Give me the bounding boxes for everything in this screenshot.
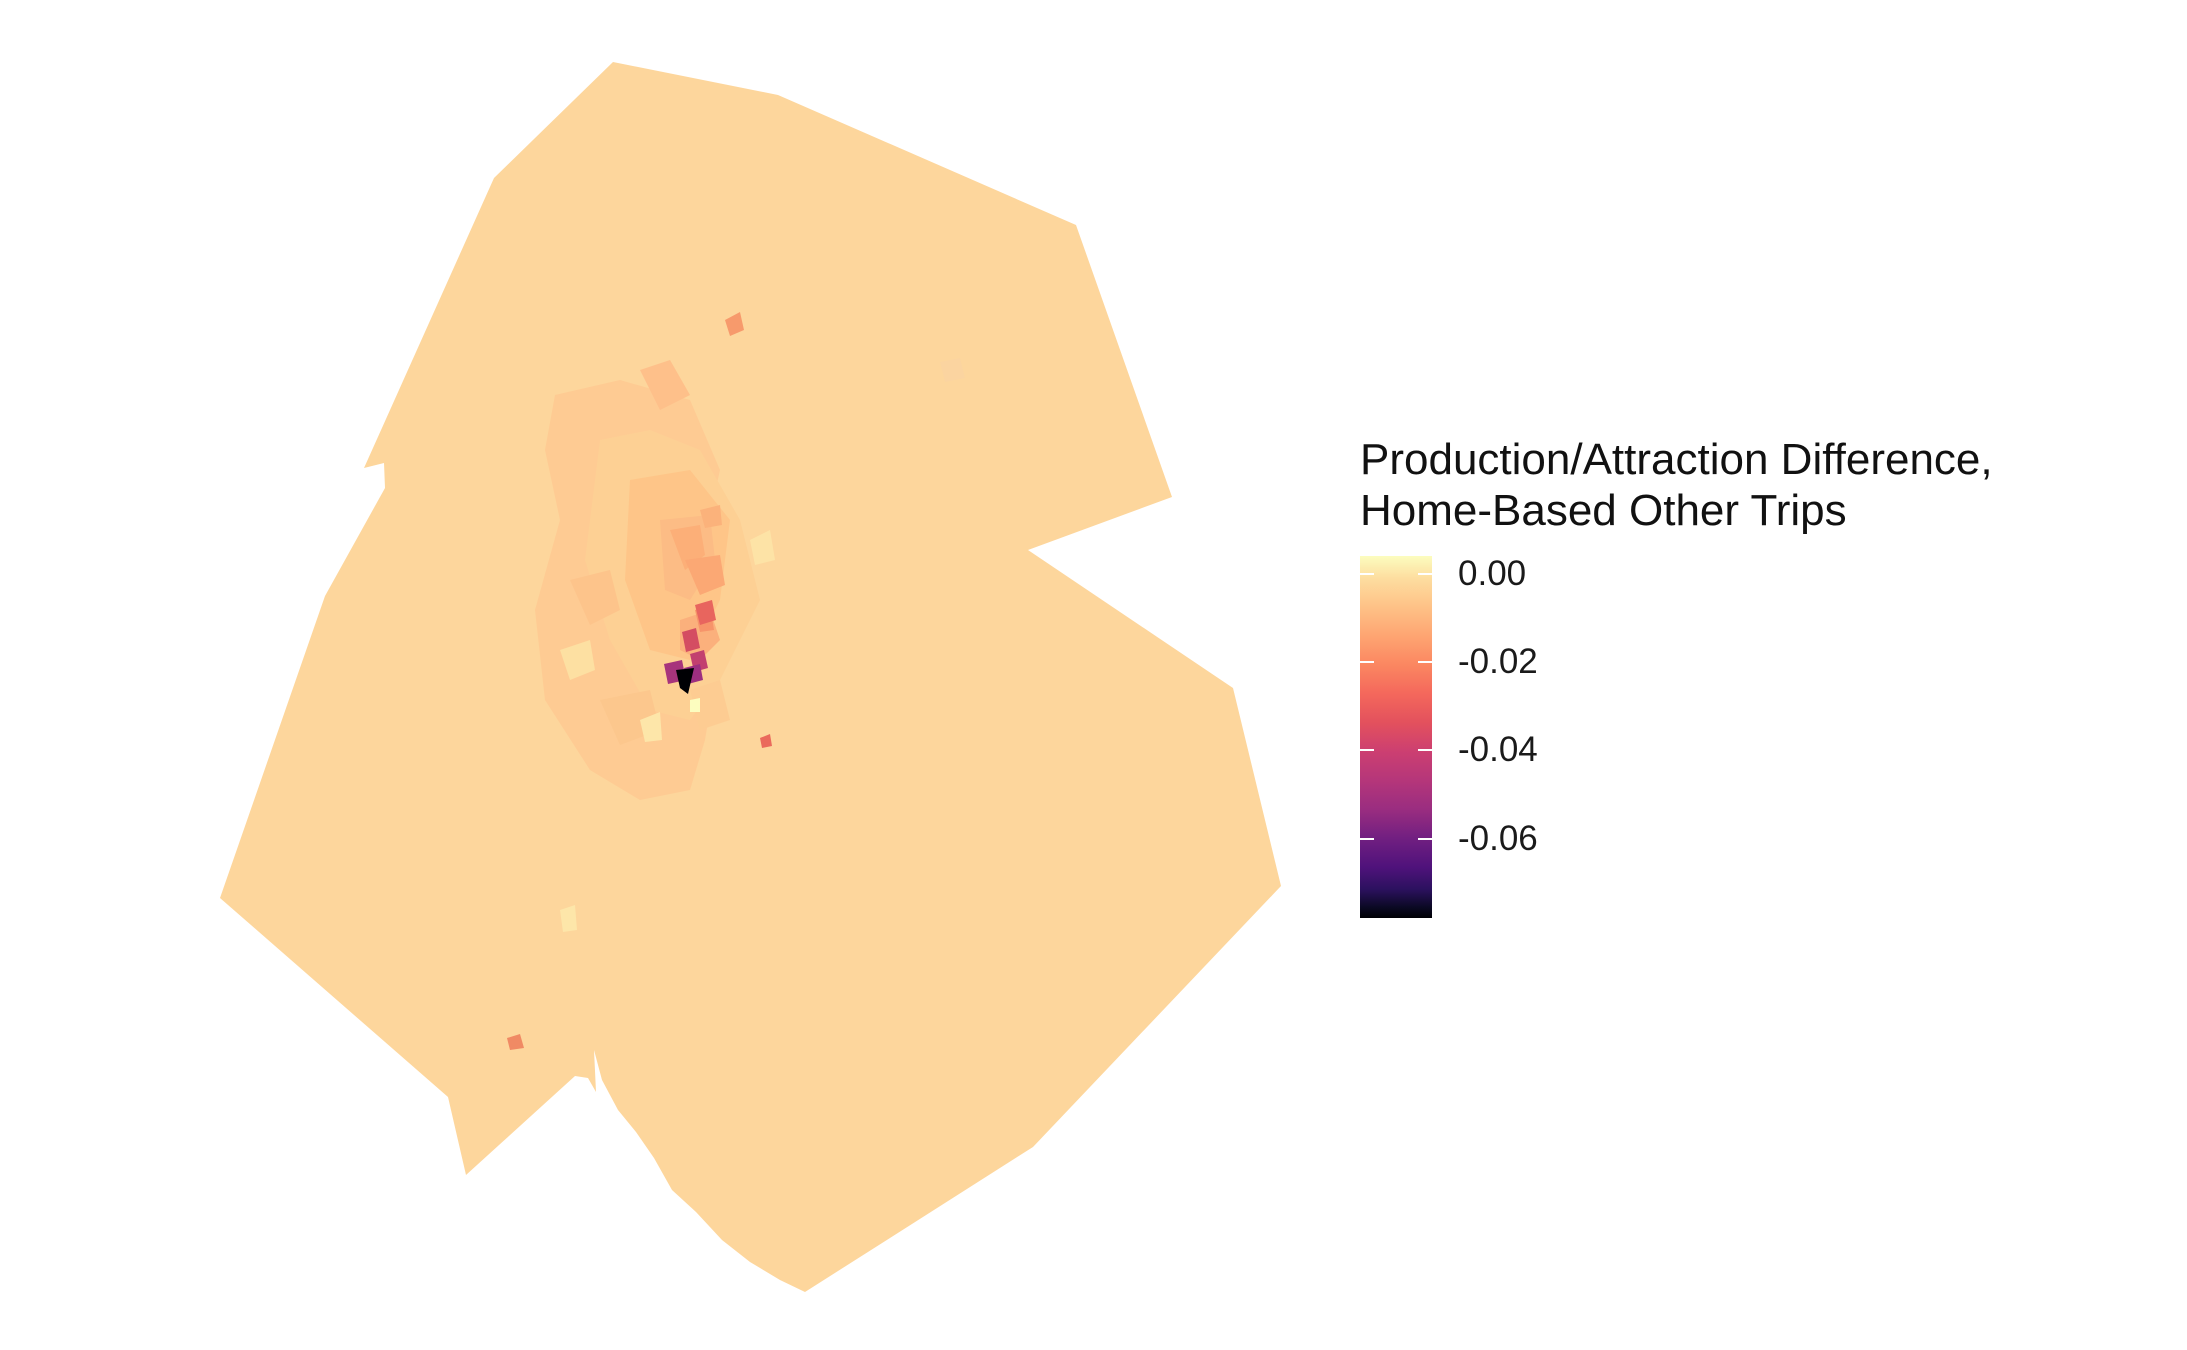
tract [690,698,700,712]
legend-colorbar [1360,556,1432,918]
legend-tick-mark [1418,660,1432,663]
tract [682,628,700,652]
hotspot-tracts [507,600,772,1050]
tract [760,734,772,748]
legend-tick-label: 0.00 [1458,553,1527,593]
legend-tick-mark [1360,572,1374,575]
legend-tick-mark [1360,749,1374,752]
tract [570,570,620,625]
legend-title-line1: Production/Attraction Difference, [1360,435,1993,484]
tract [560,640,595,680]
tract [750,530,775,565]
legend-tick-mark [1418,572,1432,575]
legend-tick-label: -0.02 [1458,641,1538,681]
legend-tick-mark [1418,837,1432,840]
tract [685,555,725,595]
legend-tick-mark [1360,660,1374,663]
region-boundary [220,62,1281,1292]
tract [695,600,716,625]
tract [640,360,690,410]
tract [700,505,722,528]
legend-title-line2: Home-Based Other Trips [1360,486,1847,535]
tract [690,680,730,730]
legend-tick-mark [1360,837,1374,840]
tract [640,712,662,742]
tract [725,312,744,336]
tract [560,905,577,932]
legend-tick-mark [1418,749,1432,752]
legend-tick-label: -0.06 [1458,818,1538,858]
tract [507,1034,524,1050]
legend-title: Production/Attraction Difference, Home-B… [1360,434,1993,536]
legend-tick-label: -0.04 [1458,730,1538,770]
tract [940,358,965,382]
urban-tracts [535,312,965,932]
tract [676,668,694,694]
